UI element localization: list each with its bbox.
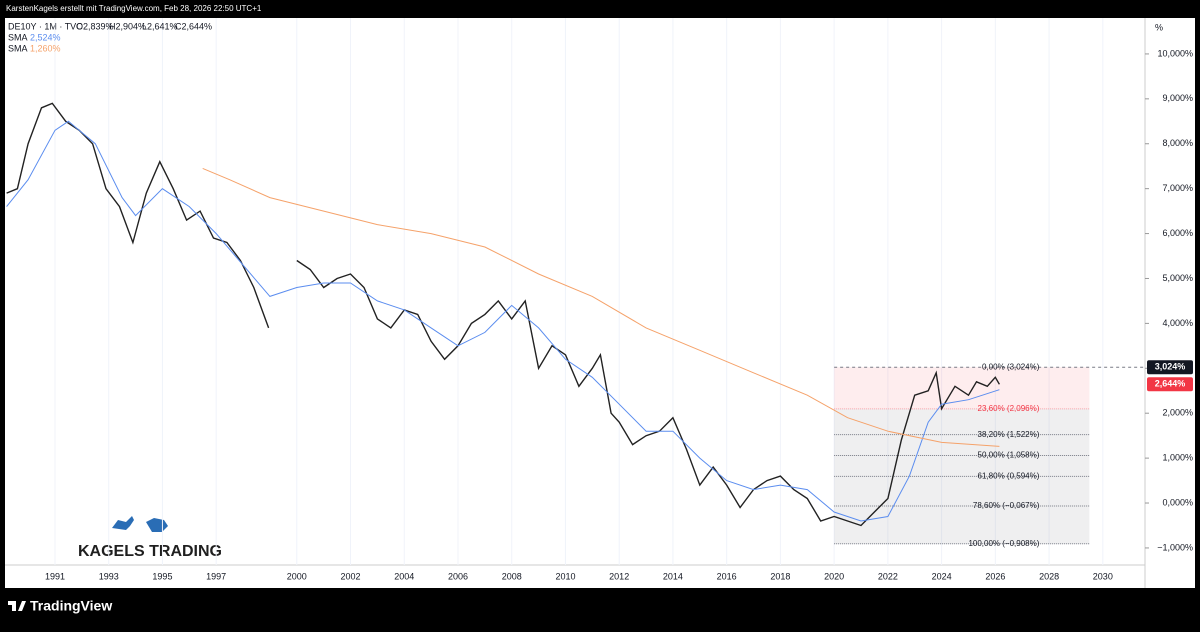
y-tick-label: 9,000% xyxy=(1162,93,1193,103)
y-tick-label: 7,000% xyxy=(1162,183,1193,193)
y-tick-label: 8,000% xyxy=(1162,138,1193,148)
footer-logo xyxy=(8,601,26,611)
legend-ohlc: H2,904% xyxy=(109,21,146,31)
fib-label: 38,20% (1,522%) xyxy=(978,430,1040,439)
x-tick-label: 2010 xyxy=(555,571,575,581)
y-tick-label: 10,000% xyxy=(1157,48,1193,58)
fib-label: 0,00% (3,024%) xyxy=(982,362,1040,371)
x-tick-label: 2000 xyxy=(287,571,307,581)
x-tick-label: 1997 xyxy=(206,571,226,581)
y-tick-label: 1,000% xyxy=(1162,452,1193,462)
series-line xyxy=(6,120,1000,522)
fib-zone xyxy=(834,367,1090,409)
x-tick-label: 2008 xyxy=(502,571,522,581)
x-tick-label: 1995 xyxy=(152,571,172,581)
y-tick-label: 5,000% xyxy=(1162,273,1193,283)
legend-name: SMA xyxy=(8,43,28,53)
y-tick-label: −1,000% xyxy=(1157,542,1193,552)
legend-ohlc: L2,641% xyxy=(142,21,178,31)
x-tick-label: 2028 xyxy=(1039,571,1059,581)
footer-brand: TradingView xyxy=(30,598,112,614)
x-tick-label: 2022 xyxy=(878,571,898,581)
chart-panel xyxy=(5,18,1195,588)
header: KarstenKagels erstellt mit TradingView.c… xyxy=(6,4,262,13)
y-tick-label: 0,000% xyxy=(1162,497,1193,507)
price-label-box xyxy=(1147,377,1193,392)
legend-name: SMA xyxy=(8,32,28,42)
price-label: 3,024% xyxy=(1155,362,1186,372)
fib-label: 61,80% (0,594%) xyxy=(978,471,1040,480)
x-tick-label: 2002 xyxy=(341,571,361,581)
x-tick-label: 2016 xyxy=(717,571,737,581)
y-tick-label: 6,000% xyxy=(1162,228,1193,238)
y-tick-label: 4,000% xyxy=(1162,318,1193,328)
legend-ohlc: O2,839% xyxy=(76,21,114,31)
series-line xyxy=(202,167,1000,447)
x-tick-label: 2014 xyxy=(663,571,683,581)
x-tick-label: 2018 xyxy=(770,571,790,581)
x-tick-label: 1993 xyxy=(99,571,119,581)
fib-label: 78,60% (−0,067%) xyxy=(973,501,1040,510)
legend-value: 1,260% xyxy=(30,43,61,53)
fib-label: 50,00% (1,058%) xyxy=(978,451,1040,460)
x-tick-label: 2006 xyxy=(448,571,468,581)
x-tick-label: 2024 xyxy=(932,571,952,581)
legend-symbol: DE10Y · 1M · TVC xyxy=(8,21,83,31)
logo-text: KAGELS TRADING xyxy=(78,543,222,560)
x-tick-label: 2020 xyxy=(824,571,844,581)
fib-label: 23,60% (2,096%) xyxy=(978,404,1040,413)
x-tick-label: 2012 xyxy=(609,571,629,581)
price-label: 2,644% xyxy=(1155,379,1186,389)
legend-value: 2,524% xyxy=(30,32,61,42)
price-label-box xyxy=(1147,360,1193,375)
legend-ohlc: C2,644% xyxy=(175,21,212,31)
fib-label: 100,00% (−0,908%) xyxy=(968,539,1039,548)
x-tick-label: 1991 xyxy=(45,571,65,581)
unit: % xyxy=(1155,22,1163,32)
x-tick-label: 2030 xyxy=(1093,571,1113,581)
x-tick-label: 2026 xyxy=(985,571,1005,581)
y-tick-label: 2,000% xyxy=(1162,408,1193,418)
bull-icon xyxy=(112,516,134,530)
x-tick-label: 2004 xyxy=(394,571,414,581)
